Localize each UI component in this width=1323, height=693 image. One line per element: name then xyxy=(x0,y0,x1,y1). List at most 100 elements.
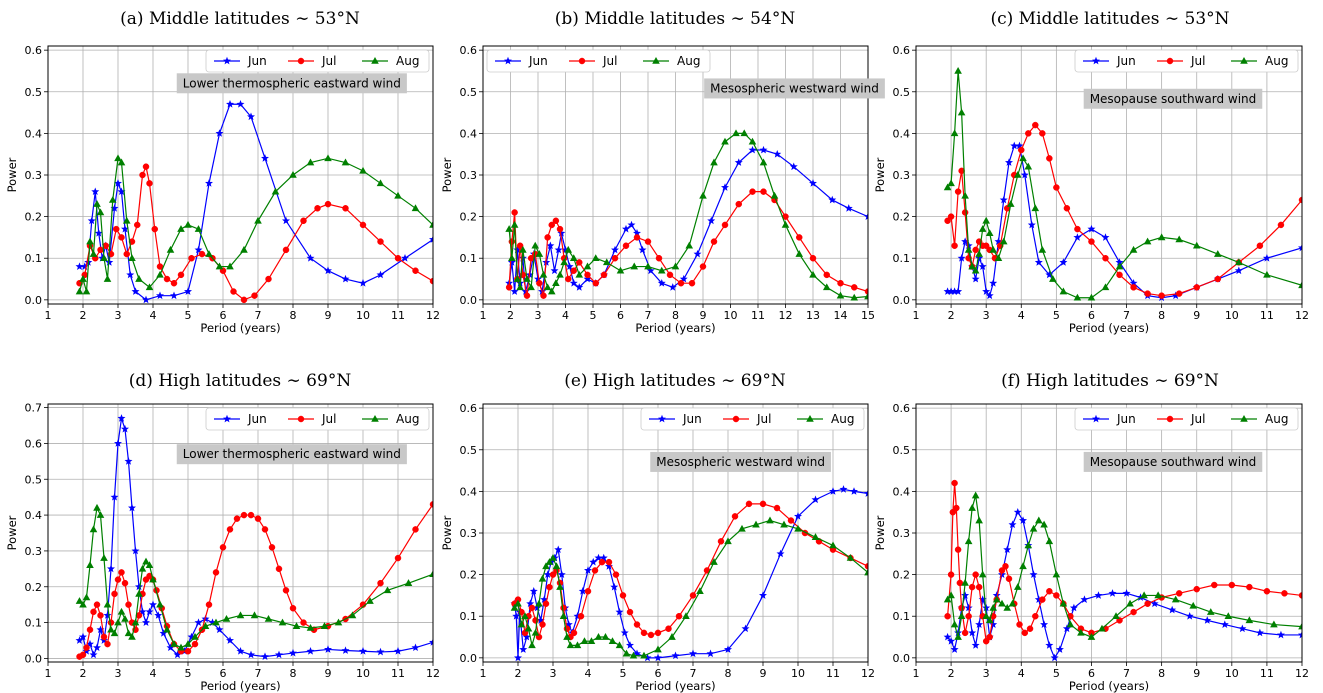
data-point xyxy=(951,479,958,487)
data-point xyxy=(1171,595,1180,603)
data-point xyxy=(1255,628,1264,637)
data-point xyxy=(128,632,136,640)
panel-title: (a) Middle latitudes ∼ 53°N xyxy=(120,9,360,29)
data-point xyxy=(536,616,545,624)
y-tick-label: 0.5 xyxy=(460,444,478,457)
data-point xyxy=(602,258,611,266)
annotation: Lower thermospheric eastward wind xyxy=(176,73,407,94)
data-point xyxy=(706,649,715,658)
data-point xyxy=(1032,612,1039,620)
data-point xyxy=(513,245,522,254)
data-point xyxy=(110,492,119,501)
y-tick-label: 0.2 xyxy=(460,211,478,224)
data-point xyxy=(654,653,662,662)
data-point xyxy=(131,618,140,626)
data-point xyxy=(94,229,103,237)
data-point xyxy=(93,643,101,652)
data-point xyxy=(376,270,385,279)
x-tick-label: 2 xyxy=(515,667,522,680)
data-point xyxy=(82,287,91,295)
data-point xyxy=(710,238,718,245)
data-point xyxy=(191,632,199,640)
data-point xyxy=(540,595,549,603)
y-tick-label: 0.6 xyxy=(25,437,43,450)
data-point xyxy=(1032,121,1039,129)
data-point xyxy=(731,513,739,520)
y-tick-label: 0.4 xyxy=(25,509,43,522)
x-tick-label: 8 xyxy=(290,667,297,680)
annotation-text: Mesospheric westward wind xyxy=(656,455,825,469)
x-tick-label: 2 xyxy=(80,309,87,322)
data-point xyxy=(1031,204,1040,212)
y-tick-label: 0.1 xyxy=(460,252,478,265)
data-point xyxy=(324,154,332,162)
data-point xyxy=(429,501,433,508)
data-point xyxy=(139,171,146,179)
data-point xyxy=(90,608,97,616)
legend: Jun Jul Aug xyxy=(1074,407,1299,431)
x-tick-label: 11 xyxy=(751,309,765,322)
data-point xyxy=(1193,284,1200,291)
data-point xyxy=(278,618,287,626)
data-point xyxy=(954,66,962,74)
data-point xyxy=(615,607,624,616)
data-point xyxy=(89,525,98,533)
y-tick-label: 0.0 xyxy=(25,652,43,665)
data-point xyxy=(1298,630,1302,639)
data-point xyxy=(598,558,606,566)
data-point xyxy=(226,526,234,533)
data-point xyxy=(191,640,199,648)
data-point xyxy=(1059,599,1068,607)
data-point xyxy=(846,553,855,561)
data-point xyxy=(837,279,844,287)
data-point xyxy=(138,564,147,572)
data-point xyxy=(1189,601,1198,609)
data-point xyxy=(1129,278,1138,287)
data-point xyxy=(982,637,990,645)
data-point xyxy=(957,612,966,620)
data-point xyxy=(773,504,781,512)
y-tick-label: 0.5 xyxy=(25,86,43,99)
data-point xyxy=(114,576,122,583)
data-point xyxy=(564,245,573,253)
data-point xyxy=(968,628,977,637)
data-point xyxy=(198,250,206,258)
data-point xyxy=(523,275,531,282)
data-point xyxy=(724,645,732,653)
data-point xyxy=(103,275,112,282)
data-point xyxy=(521,612,529,620)
x-tick-label: 4 xyxy=(1018,309,1025,322)
data-point xyxy=(947,591,955,599)
y-tick-label: 0.7 xyxy=(25,402,43,415)
legend-label-jun: Jun xyxy=(528,54,548,68)
data-point xyxy=(1087,293,1096,301)
x-tick-label: 11 xyxy=(391,667,405,680)
data-point xyxy=(780,520,788,528)
y-tick-label: 0.2 xyxy=(25,211,43,224)
data-point xyxy=(149,575,157,583)
data-point xyxy=(306,623,315,631)
data-point xyxy=(514,653,522,662)
series-aug xyxy=(75,503,433,651)
data-point xyxy=(864,292,868,300)
data-point xyxy=(943,632,952,641)
data-point xyxy=(538,574,547,582)
data-point xyxy=(377,579,384,587)
data-point xyxy=(748,137,757,145)
x-tick-label: 9 xyxy=(325,667,332,680)
data-point xyxy=(121,615,129,622)
data-point xyxy=(123,250,130,258)
data-point xyxy=(601,633,610,640)
data-point xyxy=(1126,599,1134,607)
data-point xyxy=(657,266,666,274)
data-point xyxy=(1193,585,1200,593)
data-point xyxy=(552,562,561,570)
data-point xyxy=(412,526,419,533)
data-point xyxy=(1019,516,1028,524)
x-tick-label: 9 xyxy=(1193,309,1200,322)
data-point xyxy=(961,191,969,199)
x-tick-label: 6 xyxy=(1088,667,1095,680)
data-point xyxy=(608,637,617,644)
data-point xyxy=(240,245,248,253)
data-point xyxy=(689,592,697,599)
